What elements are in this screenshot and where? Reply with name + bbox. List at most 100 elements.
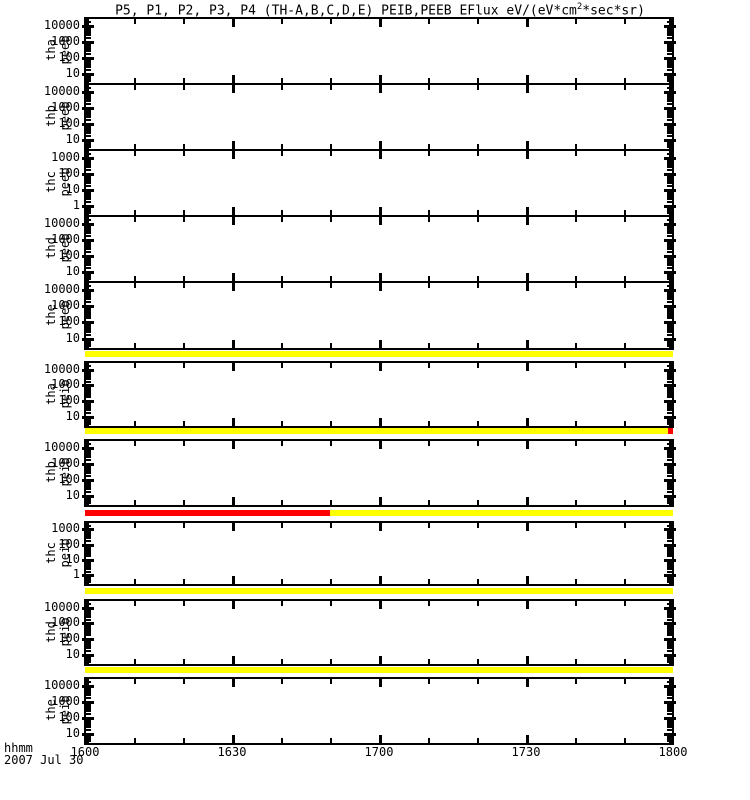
y-minor-tick bbox=[667, 251, 674, 253]
y-minor-tick bbox=[667, 412, 674, 414]
y-minor-tick bbox=[667, 224, 674, 226]
y-minor-tick bbox=[84, 135, 91, 137]
y-minor-tick bbox=[84, 406, 91, 408]
status-bar-segment-yellow bbox=[85, 667, 673, 673]
y-minor-tick bbox=[667, 561, 674, 563]
x-minor-tick bbox=[330, 659, 332, 664]
y-minor-tick bbox=[667, 248, 674, 250]
x-major-tick bbox=[669, 207, 672, 215]
y-minor-tick bbox=[84, 267, 91, 269]
y-minor-tick bbox=[667, 103, 674, 105]
status-bar-below-the-peeb bbox=[85, 351, 673, 357]
y-minor-tick bbox=[84, 240, 91, 242]
y-minor-tick bbox=[84, 628, 91, 630]
x-major-tick bbox=[232, 497, 235, 505]
x-minor-tick bbox=[428, 679, 430, 684]
x-major-tick bbox=[86, 441, 89, 449]
x-minor-tick bbox=[624, 679, 626, 684]
y-minor-tick bbox=[84, 450, 91, 452]
y-minor-tick bbox=[667, 169, 674, 171]
x-major-tick bbox=[232, 576, 235, 584]
y-minor-tick bbox=[667, 50, 674, 52]
y-minor-tick bbox=[667, 634, 674, 636]
x-minor-tick bbox=[575, 659, 577, 664]
y-minor-tick bbox=[667, 534, 674, 536]
y-minor-tick bbox=[84, 407, 91, 409]
x-major-tick bbox=[526, 283, 529, 291]
y-major-tick bbox=[82, 574, 94, 577]
x-tick-label: 1730 bbox=[511, 745, 541, 759]
x-major-tick bbox=[86, 19, 89, 27]
x-minor-tick bbox=[281, 601, 283, 606]
panel-label-the-peeb: the peeb bbox=[44, 300, 72, 329]
x-minor-tick bbox=[624, 500, 626, 505]
y-minor-tick bbox=[667, 135, 674, 137]
y-minor-tick bbox=[84, 264, 91, 266]
y-minor-tick bbox=[667, 729, 674, 731]
x-axis-date-label: 2007 Jul 30 bbox=[4, 753, 84, 767]
x-minor-tick bbox=[624, 421, 626, 426]
x-minor-tick bbox=[624, 151, 626, 156]
y-minor-tick bbox=[84, 625, 91, 627]
x-minor-tick bbox=[624, 579, 626, 584]
x-major-tick bbox=[86, 217, 89, 225]
y-minor-tick bbox=[667, 453, 674, 455]
y-minor-tick bbox=[667, 127, 674, 129]
y-minor-tick bbox=[84, 47, 91, 49]
x-minor-tick bbox=[183, 738, 185, 743]
x-minor-tick bbox=[134, 523, 136, 528]
y-minor-tick bbox=[667, 175, 674, 177]
y-minor-tick bbox=[667, 334, 674, 336]
x-major-tick bbox=[669, 497, 672, 505]
y-minor-tick bbox=[667, 370, 674, 372]
x-minor-tick bbox=[281, 217, 283, 222]
x-tick-label: 1800 bbox=[658, 745, 688, 759]
x-minor-tick bbox=[281, 85, 283, 90]
x-major-tick bbox=[669, 576, 672, 584]
y-minor-tick bbox=[667, 226, 674, 228]
y-minor-tick bbox=[84, 373, 91, 375]
x-minor-tick bbox=[330, 421, 332, 426]
y-minor-tick bbox=[667, 563, 674, 565]
y-minor-tick bbox=[84, 161, 91, 163]
x-minor-tick bbox=[183, 659, 185, 664]
y-minor-tick bbox=[667, 93, 674, 95]
x-minor-tick bbox=[477, 85, 479, 90]
y-minor-tick bbox=[84, 702, 91, 704]
x-minor-tick bbox=[428, 343, 430, 348]
y-minor-tick bbox=[667, 645, 674, 647]
y-minor-tick bbox=[667, 108, 674, 110]
x-major-tick bbox=[379, 735, 382, 743]
x-major-tick bbox=[669, 441, 672, 449]
x-major-tick bbox=[86, 85, 89, 93]
x-major-tick bbox=[669, 679, 672, 687]
x-minor-tick bbox=[477, 500, 479, 505]
y-minor-tick bbox=[84, 412, 91, 414]
panel-thb-peeb bbox=[82, 83, 676, 151]
y-minor-tick bbox=[667, 130, 674, 132]
x-minor-tick bbox=[134, 217, 136, 222]
y-tick-label: 10 bbox=[65, 409, 80, 423]
y-minor-tick bbox=[84, 470, 91, 472]
x-minor-tick bbox=[281, 151, 283, 156]
y-minor-tick bbox=[667, 198, 674, 200]
y-minor-tick bbox=[84, 402, 91, 404]
y-minor-tick bbox=[84, 50, 91, 52]
y-minor-tick bbox=[84, 116, 91, 118]
y-major-tick bbox=[664, 384, 676, 387]
y-minor-tick bbox=[84, 386, 91, 388]
panel-label-tha-peib: tha peib bbox=[44, 379, 72, 408]
x-major-tick bbox=[232, 151, 235, 159]
x-major-tick bbox=[232, 523, 235, 531]
x-minor-tick bbox=[183, 500, 185, 505]
panel-label-thc-peib: thc peib bbox=[44, 538, 72, 567]
y-minor-tick bbox=[84, 480, 91, 482]
y-minor-tick bbox=[84, 612, 91, 614]
y-minor-tick bbox=[667, 464, 674, 466]
y-minor-tick bbox=[667, 481, 674, 483]
y-minor-tick bbox=[667, 480, 674, 482]
y-minor-tick bbox=[667, 109, 674, 111]
y-minor-tick bbox=[667, 488, 674, 490]
y-minor-tick bbox=[667, 311, 674, 313]
y-minor-tick bbox=[667, 58, 674, 60]
